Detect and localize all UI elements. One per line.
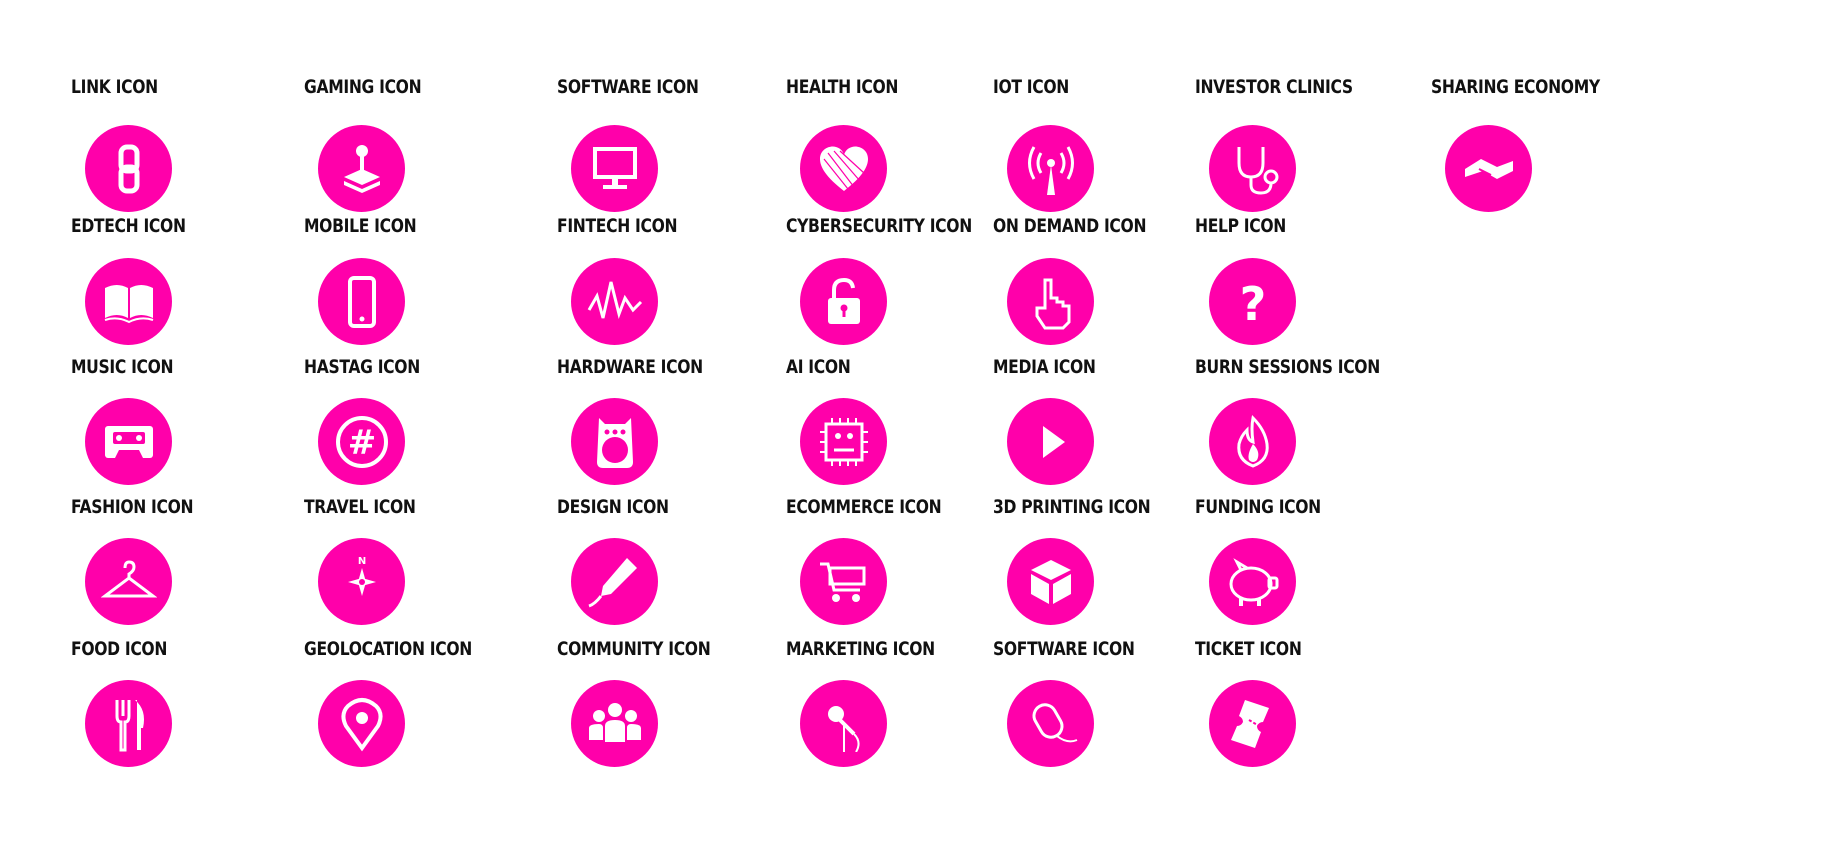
joystick-icon [318,125,405,212]
cube-icon [1007,538,1094,625]
pointer-hand-icon [1007,258,1094,345]
microphone-icon [800,680,887,767]
icon-label: IOT ICON [993,76,1069,98]
monitor-icon [571,125,658,212]
icon-label: MUSIC ICON [71,356,174,378]
icon-label: LINK ICON [71,76,158,98]
icon-label: INVESTOR CLINICS [1195,76,1353,98]
phone-icon [318,258,405,345]
flame-icon [1209,398,1296,485]
icon-label: HARDWARE ICON [557,356,703,378]
icon-label: 3D PRINTING ICON [993,496,1151,518]
icon-label: GEOLOCATION ICON [304,638,472,660]
map-pin-icon [318,680,405,767]
hanger-icon [85,538,172,625]
cart-icon [800,538,887,625]
stethoscope-icon [1209,125,1296,212]
icon-label: ECOMMERCE ICON [786,496,942,518]
ticket-icon [1209,680,1296,767]
icon-label: ON DEMAND ICON [993,215,1147,237]
icon-label: FASHION ICON [71,496,194,518]
fork-knife-icon [85,680,172,767]
icon-label: HELP ICON [1195,215,1287,237]
book-icon [85,258,172,345]
svg-text:N: N [357,556,365,567]
pulse-icon [571,258,658,345]
icon-label: BURN SESSIONS ICON [1195,356,1380,378]
pencil-icon [571,538,658,625]
icon-label: EDTECH ICON [71,215,186,237]
icon-label: MEDIA ICON [993,356,1096,378]
icon-label: HEALTH ICON [786,76,899,98]
mouse-icon [1007,680,1094,767]
icon-label: MOBILE ICON [304,215,417,237]
chip-face-icon [800,398,887,485]
icon-label: CYBERSECURITY ICON [786,215,972,237]
compass-icon: N [318,538,405,625]
icon-label: COMMUNITY ICON [557,638,711,660]
antenna-icon [1007,125,1094,212]
icon-label: SHARING ECONOMY [1431,76,1600,98]
icon-label: GAMING ICON [304,76,422,98]
icon-label: DESIGN ICON [557,496,669,518]
play-icon [1007,398,1094,485]
icon-label: FOOD ICON [71,638,168,660]
cassette-icon [85,398,172,485]
icon-label: FUNDING ICON [1195,496,1321,518]
icon-label: TRAVEL ICON [304,496,416,518]
svg-text:#: # [347,423,376,463]
icon-label: TICKET ICON [1195,638,1302,660]
padlock-icon [800,258,887,345]
icon-label: SOFTWARE ICON [993,638,1135,660]
icon-label: AI ICON [786,356,851,378]
handshake-icon [1445,125,1532,212]
speaker-icon [571,398,658,485]
people-icon [571,680,658,767]
icon-label: FINTECH ICON [557,215,678,237]
piggy-bank-icon [1209,538,1296,625]
link-icon [85,125,172,212]
svg-text:?: ? [1239,277,1266,330]
icon-label: HASTAG ICON [304,356,420,378]
icon-label: SOFTWARE ICON [557,76,699,98]
hashtag-icon: # [318,398,405,485]
question-icon: ? [1209,258,1296,345]
heart-icon [800,125,887,212]
icon-label: MARKETING ICON [786,638,935,660]
